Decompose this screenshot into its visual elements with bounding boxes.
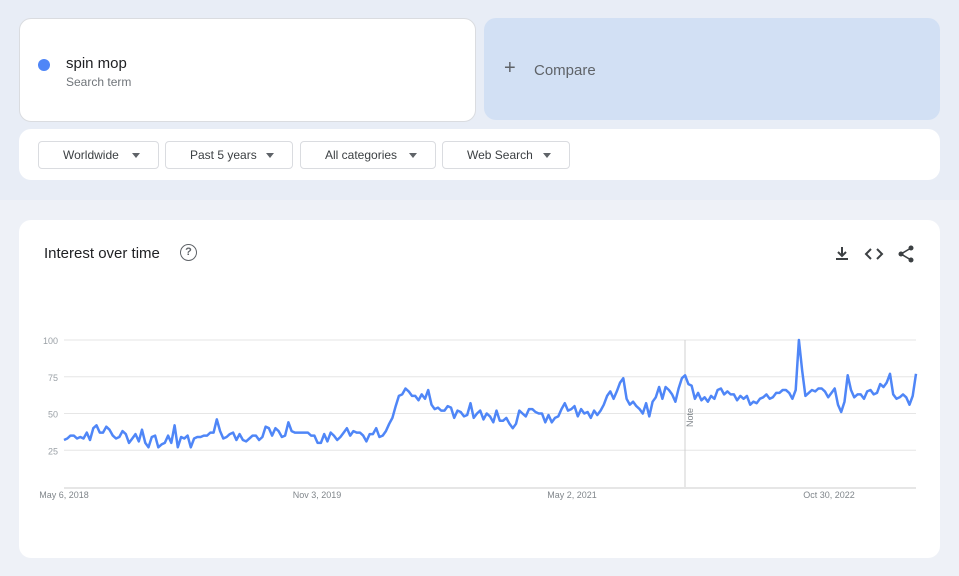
y-tick-label: 50 — [48, 410, 58, 420]
caret-down-icon — [132, 153, 140, 158]
filter-bar: Worldwide Past 5 years All categories We… — [19, 129, 940, 180]
download-icon[interactable] — [832, 244, 852, 264]
category-dropdown[interactable]: All categories — [300, 141, 436, 169]
time-range-label: Past 5 years — [190, 148, 257, 162]
plus-icon: + — [504, 57, 516, 79]
region-dropdown[interactable]: Worldwide — [38, 141, 159, 169]
interest-over-time-card: Interest over time ? 25 50 75 100 May 6, 201… — [19, 220, 940, 558]
search-term-subtitle: Search term — [66, 75, 132, 89]
x-tick-label: May 6, 2018 — [39, 490, 89, 500]
search-term-card[interactable]: spin mop Search term — [19, 18, 476, 122]
search-term-name[interactable]: spin mop — [66, 55, 127, 72]
series-color-dot — [38, 59, 50, 71]
embed-code-icon[interactable] — [864, 244, 884, 264]
caret-down-icon — [543, 153, 551, 158]
caret-down-icon — [266, 153, 274, 158]
search-type-label: Web Search — [467, 148, 533, 162]
time-range-dropdown[interactable]: Past 5 years — [165, 141, 293, 169]
note-marker-label: Note — [685, 408, 695, 427]
x-tick-label: Oct 30, 2022 — [803, 490, 855, 500]
compare-button[interactable]: + Compare — [484, 18, 940, 120]
y-tick-label: 100 — [43, 336, 58, 346]
chart-title: Interest over time — [44, 245, 160, 262]
share-icon[interactable] — [896, 244, 916, 264]
caret-down-icon — [409, 153, 417, 158]
x-tick-label: Nov 3, 2019 — [293, 490, 342, 500]
y-tick-label: 75 — [48, 373, 58, 383]
search-type-dropdown[interactable]: Web Search — [442, 141, 570, 169]
help-icon[interactable]: ? — [180, 244, 197, 261]
compare-label: Compare — [534, 62, 596, 79]
category-label: All categories — [325, 148, 398, 162]
region-label: Worldwide — [63, 148, 119, 162]
x-tick-label: May 2, 2021 — [547, 490, 597, 500]
series-line — [63, 338, 918, 449]
line-chart: 25 50 75 100 May 6, 2018 Nov 3, 2019 May 2, 20… — [39, 336, 918, 500]
y-tick-label: 25 — [48, 446, 58, 456]
